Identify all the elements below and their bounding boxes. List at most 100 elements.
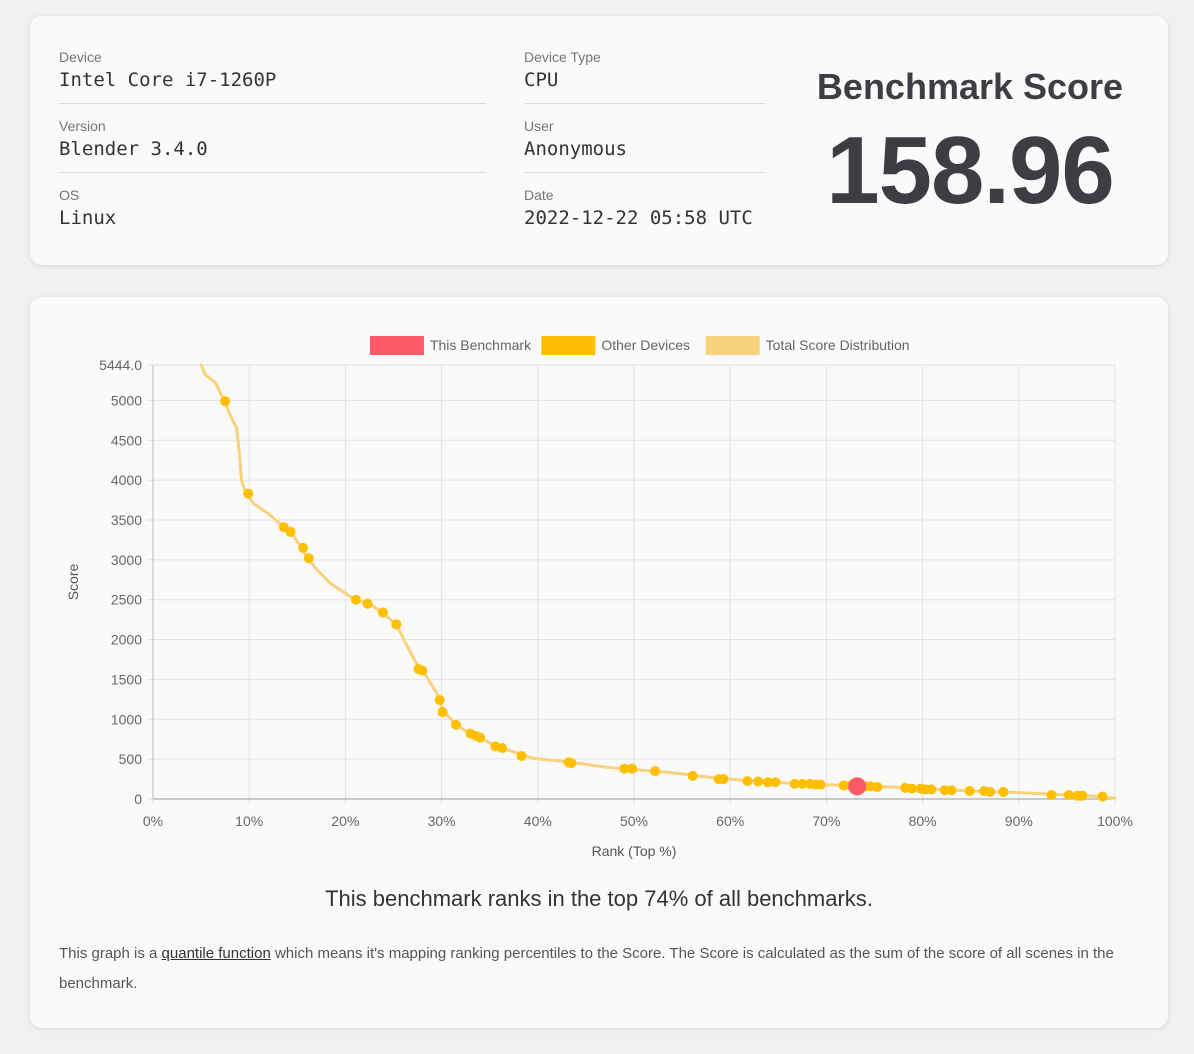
other-device-point — [650, 766, 661, 777]
legend-item[interactable]: Other Devices — [541, 336, 690, 355]
total-score-distribution-line — [199, 363, 1117, 800]
other-device-point — [566, 758, 577, 769]
x-tick-label: 80% — [909, 813, 937, 829]
y-tick-label: 0 — [134, 791, 142, 807]
other-device-point — [220, 396, 231, 407]
y-tick-label: 1500 — [111, 671, 142, 687]
other-device-point — [984, 786, 995, 797]
x-tick-label: 90% — [1005, 813, 1033, 829]
other-device-point — [475, 732, 486, 743]
device-field: Device Intel Core i7-1260P — [59, 48, 486, 104]
legend-item[interactable]: This Benchmark — [369, 336, 532, 355]
this-benchmark-layer — [848, 777, 867, 796]
other-device-point — [872, 782, 883, 793]
other-devices-points — [220, 396, 1108, 802]
other-device-point — [687, 770, 698, 781]
other-device-point — [362, 598, 373, 609]
chart-axes: 0% 10% 20% 30% 40% 50% 60% 70% 80% 90% 100% 0 500 100… — [65, 357, 1133, 859]
x-tick-label: 0% — [143, 813, 163, 829]
legend-swatch — [369, 336, 424, 355]
other-device-point — [742, 776, 753, 787]
explanation-text-before: This graph is a — [59, 945, 162, 962]
y-tick-label: 4000 — [111, 472, 142, 488]
legend-label: This Benchmark — [430, 337, 532, 353]
other-device-point — [391, 619, 402, 630]
chart-legend[interactable]: This Benchmark Other Devices Total Score D… — [369, 336, 910, 355]
other-device-point — [907, 783, 918, 794]
user-value: Anonymous — [524, 138, 627, 160]
date-value: 2022-12-22 05:58 UTC — [524, 207, 753, 229]
device-value: Intel Core i7-1260P — [59, 69, 277, 91]
y-axis-title: Score — [65, 564, 81, 601]
os-label: OS — [59, 187, 80, 203]
device-type-value: CPU — [524, 69, 559, 91]
other-device-point — [998, 786, 1009, 797]
version-value: Blender 3.4.0 — [59, 138, 208, 160]
device-label: Device — [59, 49, 102, 65]
user-field: User Anonymous — [524, 117, 765, 173]
other-device-point — [451, 719, 462, 730]
other-device-point — [1063, 790, 1074, 801]
other-device-point — [298, 542, 309, 553]
version-field: Version Blender 3.4.0 — [59, 117, 486, 173]
other-device-point — [619, 763, 630, 774]
other-device-point — [815, 779, 826, 790]
explanation-text-after: which means it's mapping ranking percent… — [59, 945, 1114, 992]
y-tick-label: 1000 — [111, 711, 142, 727]
x-tick-label: 50% — [620, 813, 648, 829]
score-quantile-chart: 0% 10% 20% 30% 40% 50% 60% 70% 80% 90% 100% 0 500 100… — [65, 336, 1133, 859]
other-device-point — [753, 776, 764, 787]
y-tick-label: 3000 — [111, 552, 142, 568]
x-tick-label: 70% — [812, 813, 840, 829]
other-device-point — [243, 488, 254, 499]
legend-swatch — [705, 336, 760, 355]
date-label: Date — [524, 187, 554, 203]
legend-label: Total Score Distribution — [766, 337, 910, 353]
other-device-point — [377, 607, 388, 618]
other-device-point — [1046, 790, 1057, 801]
other-device-point — [627, 763, 638, 774]
y-tick-label: 500 — [119, 751, 143, 767]
benchmark-score-value: 158.96 — [826, 117, 1115, 224]
y-tick-label: 3500 — [111, 512, 142, 528]
other-device-point — [417, 665, 428, 676]
y-tick-label: 2000 — [111, 632, 142, 648]
other-device-point — [285, 526, 296, 537]
y-tick-label: 5000 — [111, 392, 142, 408]
version-label: Version — [59, 118, 106, 134]
user-label: User — [524, 118, 554, 134]
x-tick-label: 60% — [716, 813, 744, 829]
benchmark-score-heading: Benchmark Score — [816, 66, 1124, 107]
y-tick-label: 4500 — [111, 432, 142, 448]
y-tick-label: 5444.0 — [99, 357, 142, 373]
other-device-point — [350, 594, 361, 605]
chart-gridlines — [147, 364, 1116, 805]
other-device-point — [762, 777, 773, 788]
x-tick-label: 30% — [428, 813, 456, 829]
x-tick-label: 10% — [235, 813, 263, 829]
other-device-point — [516, 750, 527, 761]
x-tick-label: 40% — [524, 813, 552, 829]
other-device-point — [789, 778, 800, 789]
os-value: Linux — [59, 207, 117, 229]
other-device-point — [303, 553, 314, 564]
legend-label: Other Devices — [601, 337, 690, 353]
other-device-point — [946, 785, 957, 796]
chart-card: 0% 10% 20% 30% 40% 50% 60% 70% 80% 90% 100% 0 500 100… — [30, 297, 1168, 1028]
other-device-point — [926, 784, 937, 795]
os-field: OS Linux — [59, 186, 486, 241]
date-field: Date 2022-12-22 05:58 UTC — [524, 186, 765, 241]
legend-item[interactable]: Total Score Distribution — [705, 336, 910, 355]
legend-swatch — [541, 336, 596, 355]
other-device-point — [1077, 790, 1088, 801]
ranking-sentence: This benchmark ranks in the top 74% of a… — [325, 886, 873, 911]
other-device-point — [437, 707, 448, 718]
device-type-field: Device Type CPU — [524, 48, 765, 104]
x-tick-label: 20% — [331, 813, 359, 829]
device-type-label: Device Type — [524, 49, 601, 65]
quantile-function-link[interactable]: quantile function — [161, 945, 271, 962]
graph-explanation: This graph is a quantile function which … — [59, 939, 1129, 999]
other-device-point — [434, 695, 445, 706]
y-tick-label: 2500 — [111, 592, 142, 608]
other-device-point — [770, 777, 781, 788]
